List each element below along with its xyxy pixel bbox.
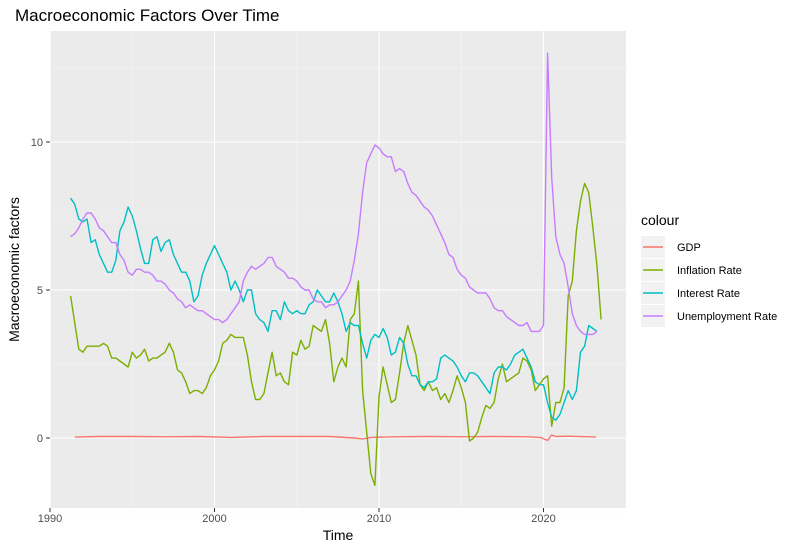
legend-label-gdp: GDP bbox=[677, 242, 701, 254]
series-layer bbox=[69, 52, 602, 487]
x-tick-label: 2000 bbox=[202, 513, 226, 525]
interest-rate-line bbox=[70, 197, 598, 421]
legend-label-inflation-rate: Inflation Rate bbox=[677, 265, 742, 277]
unemployment-rate-line bbox=[70, 52, 598, 336]
x-tick-label: 2020 bbox=[531, 513, 555, 525]
legend-label-unemployment-rate: Unemployment Rate bbox=[677, 311, 777, 323]
y-axis-title: Macroeconomic factors bbox=[6, 197, 22, 342]
x-tick-label: 2010 bbox=[367, 513, 391, 525]
y-tick-label: 10 bbox=[31, 137, 43, 149]
legend-items: GDP Inflation Rate Interest Rate Unemployme… bbox=[641, 236, 777, 327]
legend-label-interest-rate: Interest Rate bbox=[677, 288, 740, 300]
plot-panel bbox=[50, 31, 626, 508]
legend: colour GDP Inflation Rate Interest Rate Une… bbox=[641, 212, 777, 327]
legend-title: colour bbox=[641, 212, 679, 228]
x-axis-title: Time bbox=[323, 527, 354, 543]
inflation-rate-line bbox=[69, 182, 602, 487]
major-gridlines bbox=[49, 31, 626, 508]
gdp-line bbox=[74, 434, 597, 442]
x-tick-label: 1990 bbox=[38, 513, 62, 525]
y-axis: 0 5 10 bbox=[31, 137, 50, 445]
y-tick-label: 5 bbox=[37, 285, 43, 297]
chart-title: Macroeconomic Factors Over Time bbox=[15, 6, 280, 25]
y-tick-label: 0 bbox=[37, 433, 43, 445]
minor-gridlines bbox=[50, 31, 626, 513]
x-axis: 1990 2000 2010 2020 bbox=[38, 508, 556, 525]
